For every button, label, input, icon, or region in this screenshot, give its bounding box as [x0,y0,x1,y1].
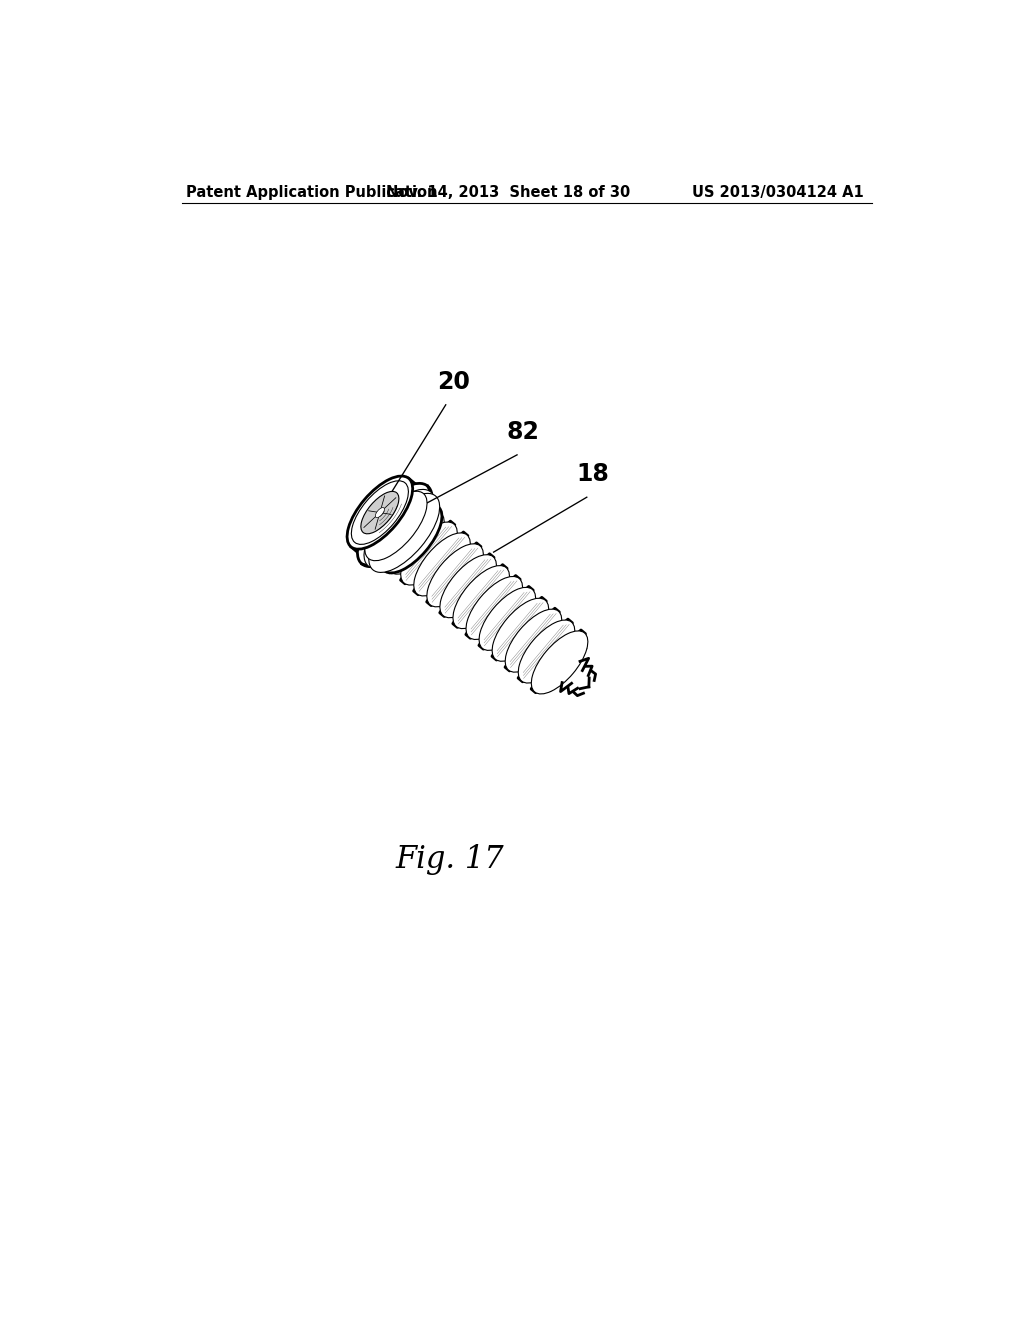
Ellipse shape [453,565,510,628]
Ellipse shape [364,490,435,569]
Polygon shape [351,478,424,560]
Ellipse shape [505,609,562,672]
Polygon shape [439,554,495,616]
Polygon shape [505,609,560,671]
Text: Nov. 14, 2013  Sheet 18 of 30: Nov. 14, 2013 Sheet 18 of 30 [386,185,630,201]
Ellipse shape [369,494,439,573]
Polygon shape [400,521,456,583]
Ellipse shape [414,533,470,595]
Polygon shape [531,630,586,693]
Ellipse shape [365,491,427,561]
Ellipse shape [518,620,574,682]
Ellipse shape [361,488,427,561]
Text: 82: 82 [507,420,540,444]
Text: Fig. 17: Fig. 17 [395,843,504,875]
Polygon shape [414,532,468,595]
Polygon shape [453,565,508,627]
Polygon shape [387,511,442,573]
Text: 20: 20 [437,370,470,395]
Text: Patent Application Publication: Patent Application Publication [186,185,437,201]
Text: US 2013/0304124 A1: US 2013/0304124 A1 [692,185,864,201]
Ellipse shape [493,598,549,661]
Polygon shape [479,586,534,649]
Ellipse shape [381,504,442,573]
Polygon shape [518,619,573,682]
Ellipse shape [376,508,384,517]
Polygon shape [394,519,591,694]
Ellipse shape [427,544,483,607]
Polygon shape [427,543,481,606]
Ellipse shape [400,521,458,585]
Ellipse shape [357,483,432,566]
Polygon shape [466,576,520,639]
Ellipse shape [388,511,444,574]
Ellipse shape [347,477,413,549]
Ellipse shape [466,577,522,639]
Polygon shape [361,486,444,578]
Ellipse shape [360,491,399,533]
Text: 18: 18 [577,462,609,487]
Ellipse shape [479,587,536,651]
Ellipse shape [440,554,497,618]
Polygon shape [492,598,547,660]
Ellipse shape [351,480,409,544]
Ellipse shape [531,631,588,694]
